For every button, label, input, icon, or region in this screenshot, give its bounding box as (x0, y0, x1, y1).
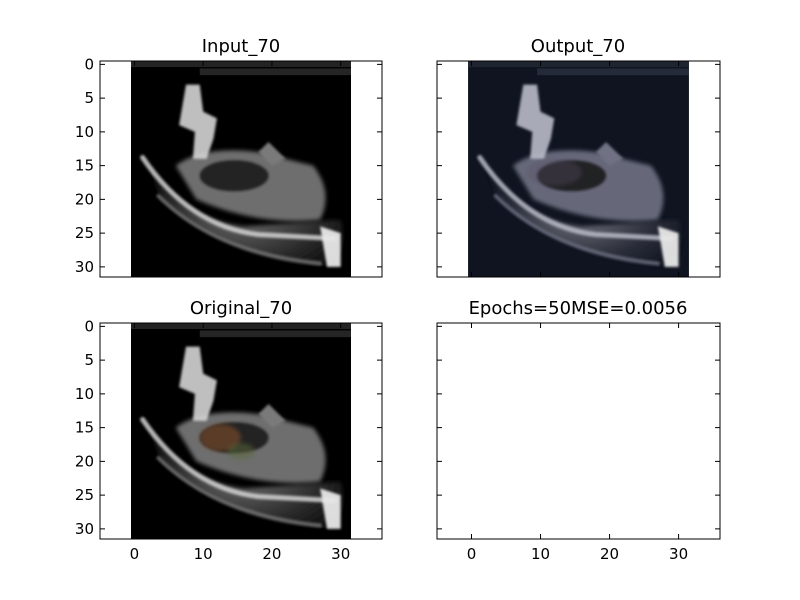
x-tick-label: 0 (130, 545, 140, 563)
axes-frame (99, 322, 383, 540)
boat-stern (657, 226, 679, 267)
axes-frame (436, 322, 721, 540)
y-tick-label: 5 (84, 89, 94, 107)
y-tick-label: 15 (75, 157, 94, 175)
y-tick-label: 0 (84, 55, 94, 73)
hull-stripe (140, 155, 337, 241)
boat-tower (516, 84, 555, 159)
hull-bottom (156, 456, 323, 528)
hull-bottom (493, 194, 660, 266)
x-tick-label: 30 (331, 545, 350, 563)
hull-stripe (477, 155, 675, 241)
y-tick-label: 25 (75, 486, 94, 504)
subplot-original: 0 10 20 30 0 5 10 15 20 25 30 Original_70 (75, 298, 383, 563)
axes-frame (436, 60, 721, 278)
y-tick-label: 20 (75, 190, 94, 208)
subplot-title: Original_70 (190, 298, 292, 319)
axes-background (437, 323, 720, 539)
hull-glow (481, 158, 681, 267)
image-top-strip (130, 323, 352, 330)
color-patch-brown (199, 424, 242, 452)
ticks: 0 10 20 30 (437, 323, 720, 563)
hull-bottom (156, 194, 323, 266)
image-watermark-line (199, 68, 352, 76)
ticks (437, 61, 720, 277)
y-tick-label: 0 (84, 317, 94, 335)
subplot-title: Input_70 (202, 36, 281, 57)
y-tick-label: 30 (75, 258, 94, 276)
color-tint (526, 158, 582, 186)
hull-glow (144, 420, 344, 529)
subplot-metrics: 0 10 20 30 Epochs=50MSE=0.0056 (436, 298, 721, 563)
image-watermark-line (199, 330, 352, 338)
hull-stripe (140, 417, 337, 503)
image-watermark-line (537, 68, 689, 76)
y-tick-label: 5 (84, 351, 94, 369)
boat-stern (320, 226, 341, 267)
image-input (130, 61, 352, 277)
x-tick-label: 10 (194, 545, 213, 563)
boat-superstructure (258, 142, 286, 166)
x-tick-label: 20 (600, 545, 619, 563)
cockpit (199, 160, 269, 192)
y-tick-label: 20 (75, 452, 94, 470)
x-tick-label: 30 (669, 545, 688, 563)
image-output (468, 61, 689, 277)
x-tick-label: 10 (531, 545, 550, 563)
image-top-strip (130, 61, 352, 68)
y-tick-label: 15 (75, 419, 94, 437)
boat-tower (179, 346, 217, 421)
axes-frame (99, 60, 383, 278)
subplot-title: Epochs=50MSE=0.0056 (469, 298, 688, 319)
y-tick-label: 30 (75, 520, 94, 538)
y-tick-label: 10 (75, 123, 94, 141)
boat-superstructure (258, 404, 286, 428)
image-top-strip (468, 61, 689, 68)
boat-tower (179, 84, 217, 159)
x-tick-label: 20 (262, 545, 281, 563)
y-tick-label: 10 (75, 385, 94, 403)
ticks: 0 5 10 15 20 25 30 (75, 55, 382, 277)
color-patch-green (227, 443, 255, 460)
boat-stern (320, 488, 341, 529)
ticks: 0 10 20 30 0 5 10 15 20 25 30 (75, 317, 382, 563)
subplot-input: 0 5 10 15 20 25 30 Input_70 (75, 36, 383, 278)
hull-glow (144, 158, 344, 267)
image-original (130, 323, 352, 539)
subplot-output: Output_70 (436, 36, 721, 278)
boat-superstructure (595, 142, 624, 166)
y-tick-label: 25 (75, 224, 94, 242)
x-tick-label: 0 (467, 545, 477, 563)
subplot-title: Output_70 (531, 36, 625, 57)
